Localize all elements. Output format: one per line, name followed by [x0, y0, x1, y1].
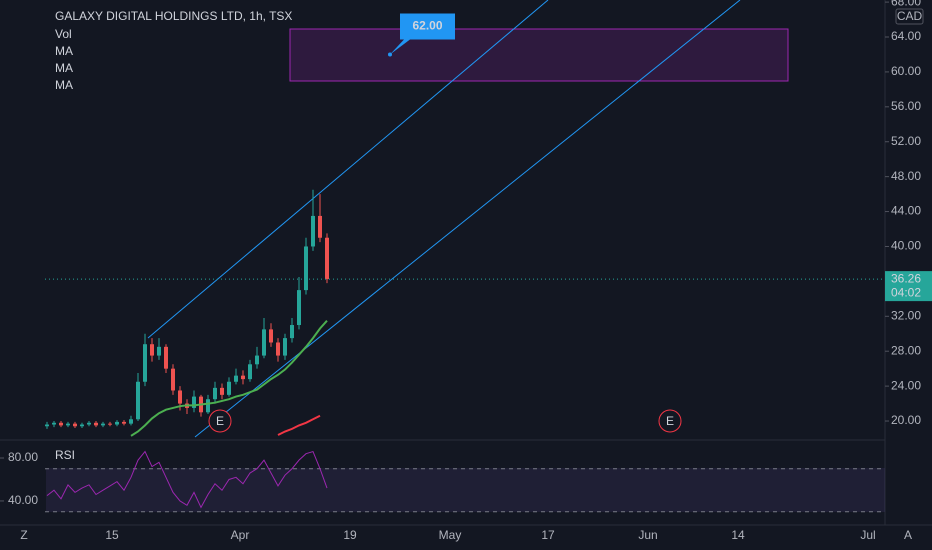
toolbar-button[interactable]: [14, 527, 34, 545]
currency: CAD: [897, 9, 923, 23]
time-tick-label: 17: [541, 528, 555, 542]
last-price-box: [885, 271, 932, 302]
candle-body: [52, 422, 56, 425]
candle-body: [276, 342, 280, 356]
time-tick-label: 15: [105, 528, 119, 542]
price-tick-label: 64.00: [891, 29, 921, 43]
time-tick-label: Apr: [231, 528, 250, 542]
currency-box[interactable]: [895, 8, 924, 25]
annotation-label: 62.00: [412, 19, 442, 33]
candle-body: [101, 423, 105, 426]
candle-body: [115, 421, 119, 425]
candle-body: [129, 419, 133, 424]
price-tick-label: 48.00: [891, 169, 921, 183]
candle-body: [192, 396, 196, 408]
indicator-legend[interactable]: MA: [55, 61, 73, 75]
time-tick-label: Jun: [638, 528, 657, 542]
candle-body: [206, 399, 210, 413]
toolbar-label: Z: [20, 528, 27, 542]
earnings-marker: [658, 409, 682, 433]
candle-body: [108, 423, 112, 425]
time-tick-label: May: [439, 528, 462, 542]
candle-body: [178, 390, 182, 404]
candle-body: [297, 290, 301, 326]
candle-body: [227, 381, 231, 395]
candle-body: [171, 368, 175, 391]
candle-body: [213, 387, 217, 400]
toolbar-label: A: [904, 528, 912, 542]
rectangle-drawing[interactable]: [289, 28, 789, 82]
candle-body: [164, 346, 168, 369]
earnings-label: E: [666, 414, 674, 428]
indicator-legend[interactable]: MA: [55, 78, 73, 92]
candle-body: [248, 364, 252, 380]
candle-body: [87, 422, 91, 425]
rsi-line: [46, 450, 328, 509]
candle-body: [304, 246, 308, 291]
candle-body: [318, 215, 322, 238]
candle-body: [283, 338, 287, 356]
candle-body: [136, 381, 140, 420]
earnings-label: E: [216, 414, 224, 428]
last-price-label: 36.26: [891, 271, 921, 285]
rsi-tick-label: 40.00: [8, 493, 38, 507]
price-tick-label: 44.00: [891, 204, 921, 218]
candle-body: [45, 424, 49, 427]
candle-body: [94, 422, 98, 426]
candle-body: [220, 387, 224, 395]
candle-body: [269, 329, 273, 343]
candle-body: [325, 237, 329, 280]
candle-body: [66, 423, 70, 426]
price-tick-label: 20.00: [891, 413, 921, 427]
price-tick-label: 52.00: [891, 134, 921, 148]
candle-body: [234, 375, 238, 382]
price-tick-label: 24.00: [891, 378, 921, 392]
price-tick-label: 28.00: [891, 343, 921, 357]
rsi-title: RSI: [55, 448, 75, 462]
candle-body: [122, 421, 126, 424]
time-tick-label: 19: [343, 528, 357, 542]
price-tick-label: 56.00: [891, 99, 921, 113]
price-tick-label: 68.00: [891, 0, 921, 8]
indicator-legend[interactable]: MA: [55, 44, 73, 58]
moving-average: [130, 319, 328, 437]
rsi-tick-label: 80.00: [8, 450, 38, 464]
price-tick-label: 40.00: [891, 239, 921, 253]
candle-body: [73, 423, 77, 427]
time-tick-label: 14: [731, 528, 745, 542]
time-tick-label: Jul: [860, 528, 875, 542]
candle-body: [157, 346, 161, 356]
candle-body: [290, 325, 294, 339]
candle-body: [80, 424, 84, 427]
price-tick-label: 32.00: [891, 308, 921, 322]
candle-body: [150, 344, 154, 356]
channel-line[interactable]: [147, 0, 549, 339]
symbol-title: GALAXY DIGITAL HOLDINGS LTD, 1h, TSX: [55, 9, 292, 23]
bar-countdown: 04:02: [891, 285, 921, 299]
candle-body: [241, 375, 245, 380]
moving-average: [277, 414, 321, 436]
indicator-legend[interactable]: Vol: [55, 27, 72, 41]
candle-body: [311, 215, 315, 247]
candle-body: [255, 355, 259, 365]
price-tick-label: 60.00: [891, 64, 921, 78]
channel-line[interactable]: [194, 0, 741, 438]
earnings-marker: [208, 409, 232, 433]
candle-body: [262, 329, 266, 356]
annotation-callout: [390, 13, 455, 55]
candle-body: [59, 422, 63, 426]
candle-body: [143, 344, 147, 382]
